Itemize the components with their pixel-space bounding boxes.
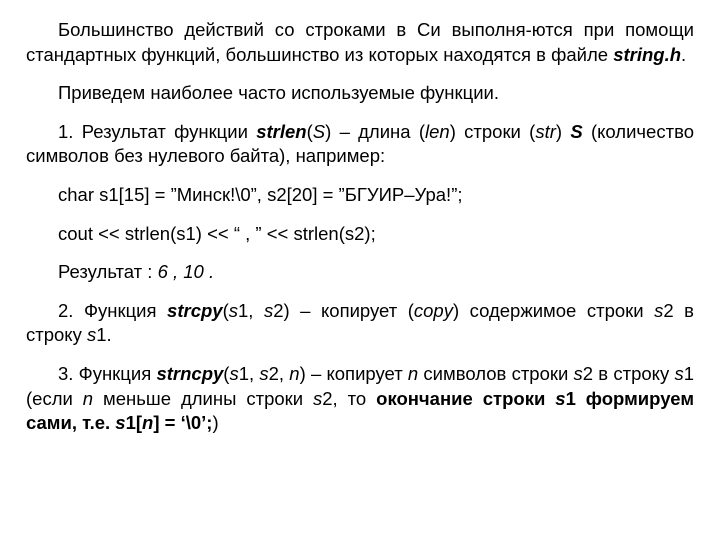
text: 2 в строку xyxy=(583,363,675,384)
code-line-declare: char s1[15] = ”Минск!\0”, s2[20] = ”БГУИ… xyxy=(26,183,694,208)
arg-s2: s xyxy=(264,300,273,321)
text: cout << strlen(s1) << “ , ” << strlen(s2… xyxy=(58,223,376,244)
text: 2, xyxy=(269,363,290,384)
var-s2: s xyxy=(654,300,663,321)
arg-s1: s xyxy=(229,300,238,321)
bold-ending: ] = ‘\0’; xyxy=(153,412,212,433)
fn-strlen: strlen xyxy=(256,121,306,142)
arg-n: n xyxy=(289,363,299,384)
var-s1-bold: s xyxy=(555,388,565,409)
text: 2, то xyxy=(322,388,376,409)
text: Результат : xyxy=(58,261,158,282)
text: . xyxy=(681,44,686,65)
text: 1, xyxy=(239,363,260,384)
result-value: 6 , 10 . xyxy=(158,261,215,282)
paragraph-intro: Большинство действий со строками в Си вы… xyxy=(26,18,694,67)
filename-string-h: string.h xyxy=(613,44,681,65)
text: ) строки ( xyxy=(450,121,536,142)
code-line-cout: cout << strlen(s1) << “ , ” << strlen(s2… xyxy=(26,222,694,247)
text: 1. xyxy=(96,324,111,345)
word-copy: copy xyxy=(414,300,453,321)
text: меньше длины строки xyxy=(93,388,313,409)
var-n: n xyxy=(83,388,93,409)
text: символов строки xyxy=(418,363,573,384)
var-s1: s xyxy=(674,363,683,384)
text: 2) – копирует ( xyxy=(273,300,414,321)
arg-s-upper: S xyxy=(570,121,582,142)
var-n-bold: n xyxy=(142,412,153,433)
text: 2. Функция xyxy=(58,300,167,321)
word-len: len xyxy=(425,121,450,142)
text: ) – длина ( xyxy=(325,121,425,142)
result-line: Результат : 6 , 10 . xyxy=(26,260,694,285)
arg-s: S xyxy=(313,121,325,142)
text: 3. Функция xyxy=(58,363,156,384)
var-s2: s xyxy=(313,388,322,409)
text: ) – копирует xyxy=(300,363,408,384)
paragraph-strncpy: 3. Функция strncpy(s1, s2, n) – копирует… xyxy=(26,362,694,436)
arg-s1: s xyxy=(229,363,238,384)
text: ) xyxy=(556,121,570,142)
bold-ending: окончание строки xyxy=(376,388,555,409)
var-n: n xyxy=(408,363,418,384)
bold-ending: 1[ xyxy=(126,412,142,433)
text: Приведем наиболее часто используемые фун… xyxy=(58,82,499,103)
word-str: str xyxy=(535,121,556,142)
paragraph-strcpy: 2. Функция strcpy(s1, s2) – копирует (co… xyxy=(26,299,694,348)
paragraph-list-intro: Приведем наиболее часто используемые фун… xyxy=(26,81,694,106)
fn-strncpy: strncpy xyxy=(156,363,223,384)
var-s1: s xyxy=(87,324,96,345)
text: ) xyxy=(212,412,218,433)
fn-strcpy: strcpy xyxy=(167,300,223,321)
var-s1-bold: s xyxy=(115,412,125,433)
paragraph-strlen: 1. Результат функции strlen(S) – длина (… xyxy=(26,120,694,169)
text: ) содержимое строки xyxy=(453,300,654,321)
text: 1, xyxy=(238,300,264,321)
text: char s1[15] = ”Минск!\0”, s2[20] = ”БГУИ… xyxy=(58,184,463,205)
var-s2: s xyxy=(574,363,583,384)
arg-s2: s xyxy=(259,363,268,384)
text: Большинство действий со строками в Си вы… xyxy=(26,19,694,65)
text: 1. Результат функции xyxy=(58,121,256,142)
document-page: Большинство действий со строками в Си вы… xyxy=(0,0,720,468)
